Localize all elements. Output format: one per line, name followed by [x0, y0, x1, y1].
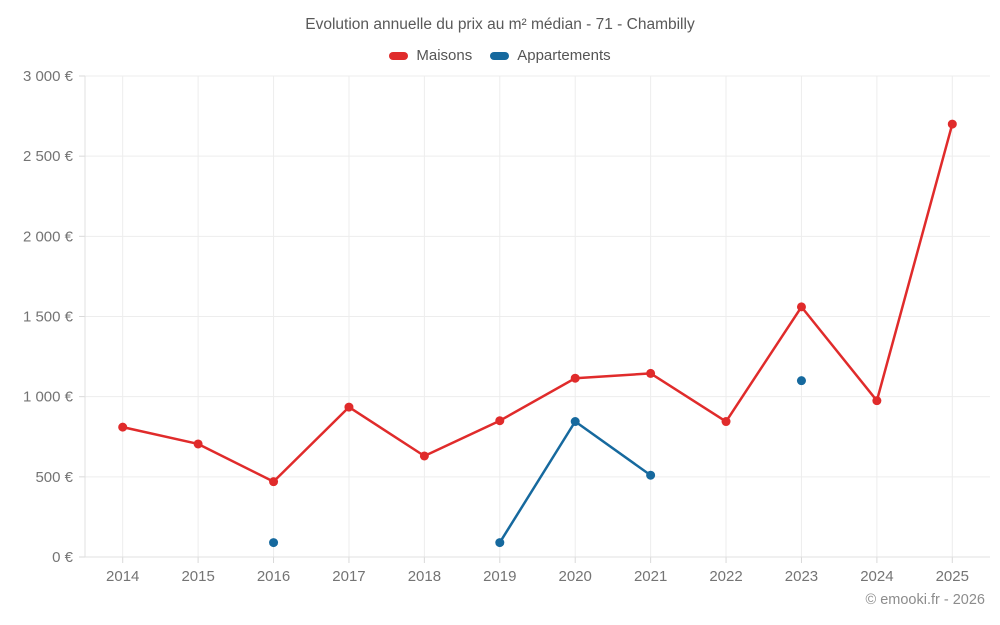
appartements-point	[796, 376, 806, 386]
maisons-point	[947, 119, 957, 129]
chart-title: Evolution annuelle du prix au m² médian …	[305, 16, 695, 33]
y-tick-label: 0 €	[52, 549, 74, 566]
appartements-point	[570, 417, 580, 427]
appartements-point	[495, 538, 505, 548]
maisons-point	[118, 422, 128, 432]
x-tick-label: 2017	[332, 568, 365, 585]
y-tick-label: 3 000 €	[23, 68, 74, 85]
maisons-point	[646, 368, 656, 378]
legend: Maisons Appartements	[0, 47, 1000, 64]
maisons-point	[193, 439, 203, 449]
x-tick-label: 2022	[709, 568, 742, 585]
maisons-point	[269, 477, 279, 487]
maisons-point	[495, 416, 505, 426]
x-tick-label: 2021	[634, 568, 667, 585]
copyright-watermark: © emooki.fr - 2026	[865, 592, 985, 608]
y-tick-label: 2 500 €	[23, 148, 74, 165]
y-tick-label: 500 €	[35, 469, 73, 486]
appartements-point	[269, 538, 279, 548]
x-tick-label: 2023	[785, 568, 818, 585]
maisons-point	[721, 417, 731, 427]
y-tick-label: 1 500 €	[23, 309, 74, 326]
maisons-point	[570, 373, 580, 383]
legend-label-appartements: Appartements	[517, 47, 611, 64]
legend-label-maisons: Maisons	[416, 47, 473, 64]
x-tick-label: 2015	[181, 568, 214, 585]
x-tick-label: 2020	[559, 568, 592, 585]
legend-item-maisons[interactable]: Maisons	[389, 47, 472, 64]
appartements-swatch-icon	[490, 51, 510, 60]
x-tick-label: 2014	[106, 568, 139, 585]
maisons-point	[419, 451, 429, 461]
x-tick-label: 2024	[860, 568, 893, 585]
y-tick-label: 1 000 €	[23, 389, 74, 406]
maisons-point	[344, 402, 354, 412]
legend-item-appartements[interactable]: Appartements	[490, 47, 611, 64]
x-tick-label: 2019	[483, 568, 516, 585]
maisons-swatch-icon	[389, 51, 409, 60]
appartements-point	[646, 470, 656, 480]
maisons-line	[122, 123, 954, 483]
x-tick-label: 2018	[408, 568, 441, 585]
maisons-point	[796, 302, 806, 312]
x-tick-label: 2025	[936, 568, 969, 585]
maisons-point	[872, 396, 882, 406]
x-tick-label: 2016	[257, 568, 290, 585]
y-tick-label: 2 000 €	[23, 228, 74, 245]
